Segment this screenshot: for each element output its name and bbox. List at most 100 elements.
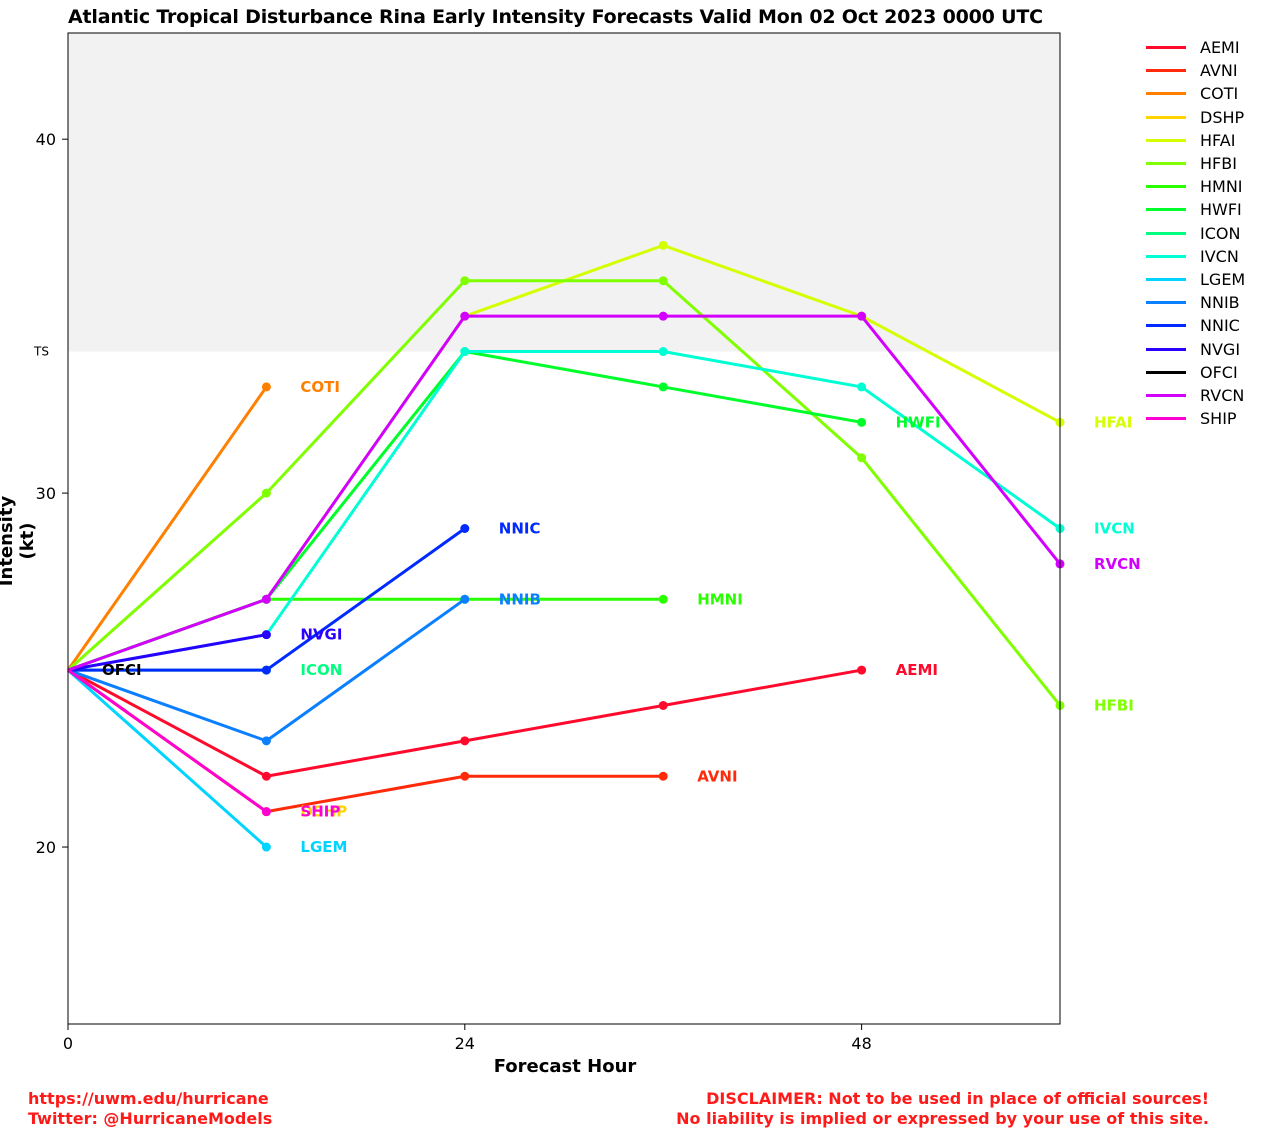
data-point-hwfi: [658, 382, 668, 392]
legend-item-ship: SHIP: [1146, 407, 1245, 430]
data-point-nvgi: [261, 630, 271, 640]
legend-label: HWFI: [1200, 200, 1242, 220]
data-point-aemi: [261, 771, 271, 781]
data-point-avni: [658, 771, 668, 781]
legend-item-nnic: NNIC: [1146, 314, 1245, 337]
legend-label: AEMI: [1200, 38, 1240, 58]
legend-item-hwfi: HWFI: [1146, 198, 1245, 221]
legend-item-coti: COTI: [1146, 82, 1245, 105]
footer-url[interactable]: https://uwm.edu/hurricane: [28, 1089, 269, 1108]
legend-label: AVNI: [1200, 61, 1238, 81]
legend-label: NVGI: [1200, 339, 1241, 359]
x-tick-label: 0: [63, 1034, 73, 1053]
data-point-hfbi: [261, 488, 271, 498]
data-point-nnic: [460, 524, 470, 533]
series-line-ship: [67, 668, 268, 813]
x-axis-label: Forecast Hour: [493, 1056, 637, 1077]
data-point-rvcn: [261, 594, 271, 604]
footer-twitter[interactable]: Twitter: @HurricaneModels: [28, 1109, 273, 1128]
end-label-coti: COTI: [300, 378, 340, 396]
legend-swatch: [1146, 370, 1186, 374]
legend-swatch: [1146, 231, 1186, 235]
legend-item-dshp: DSHP: [1146, 106, 1245, 129]
data-point-hfbi: [658, 276, 668, 286]
end-label-lgem: LGEM: [300, 838, 347, 856]
end-label-rvcn: RVCN: [1094, 555, 1141, 573]
series-line-coti: [66, 386, 268, 671]
legend-label: LGEM: [1200, 269, 1246, 289]
end-label-hmni: HMNI: [697, 590, 743, 608]
chart-title: Atlantic Tropical Disturbance Rina Early…: [68, 6, 1043, 28]
x-tick-label: 48: [851, 1034, 871, 1053]
legend-label: HFAI: [1200, 130, 1236, 150]
disclaimer-line-1: DISCLAIMER: Not to be used in place of o…: [706, 1089, 1209, 1108]
legend-swatch: [1146, 393, 1186, 397]
legend-label: RVCN: [1200, 385, 1245, 405]
ts-band: [68, 33, 1060, 352]
legend-swatch: [1146, 324, 1186, 328]
disclaimer-line-2: No liability is implied or expressed by …: [676, 1109, 1209, 1128]
series-line-hmni: [67, 597, 664, 672]
data-point-hfbi: [460, 276, 470, 286]
end-label-dshp: DSHP: [300, 803, 347, 821]
legend-label: HFBI: [1200, 154, 1237, 174]
legend-swatch: [1146, 46, 1186, 50]
end-label-aemi: AEMI: [896, 661, 938, 679]
x-tick-label: 24: [455, 1034, 475, 1053]
legend-swatch: [1146, 254, 1186, 258]
end-label-hwfi: HWFI: [896, 413, 941, 431]
series-line-hfbi: [67, 279, 1062, 707]
legend-item-lgem: LGEM: [1146, 268, 1245, 291]
data-point-lgem: [261, 842, 271, 852]
data-point-nnic: [261, 665, 271, 675]
data-point-hmni: [658, 594, 668, 604]
axes: 20 30 40 0 24 48 TS: [33, 130, 872, 1053]
legend-swatch: [1146, 277, 1186, 281]
data-point-rvcn: [460, 311, 470, 321]
ts-label: TS: [33, 345, 49, 359]
footer-right: DISCLAIMER: Not to be used in place of o…: [676, 1089, 1209, 1129]
data-point-rvcn: [857, 311, 867, 321]
legend-item-hmni: HMNI: [1146, 175, 1245, 198]
legend-label: ICON: [1200, 223, 1241, 243]
end-label-ofci: OFCI: [102, 661, 142, 679]
end-label-nnib: NNIB: [499, 590, 541, 608]
legend-item-avni: AVNI: [1146, 59, 1245, 82]
y-tick-label: 30: [36, 484, 56, 503]
data-point-hwfi: [857, 417, 867, 427]
legend-item-aemi: AEMI: [1146, 36, 1245, 59]
data-point-coti: [261, 382, 271, 392]
end-label-nvgi: NVGI: [300, 626, 342, 644]
legend-item-nnib: NNIB: [1146, 291, 1245, 314]
legend-item-icon: ICON: [1146, 222, 1245, 245]
end-label-nnic: NNIC: [499, 520, 541, 538]
data-point-nnib: [261, 736, 271, 746]
footer-left: https://uwm.edu/hurricane Twitter: @Hurr…: [28, 1089, 272, 1129]
legend-label: COTI: [1200, 84, 1239, 104]
series-line-avni: [67, 668, 664, 814]
end-label-hfai: HFAI: [1094, 413, 1132, 431]
legend-swatch: [1146, 92, 1186, 96]
legend-item-rvcn: RVCN: [1146, 384, 1245, 407]
data-point-nnib: [460, 594, 470, 604]
data-point-ship: [261, 807, 271, 817]
series-line-ivcn: [67, 350, 1061, 672]
data-point-rvcn: [658, 311, 668, 321]
legend-swatch: [1146, 138, 1186, 142]
plot-frame: [67, 32, 1061, 1025]
data-point-hfai: [658, 240, 668, 250]
legend-label: OFCI: [1200, 362, 1238, 382]
data-point-hfbi: [857, 453, 867, 463]
legend-swatch: [1146, 115, 1186, 119]
series-line-nvgi: [67, 633, 267, 672]
legend-swatch: [1146, 208, 1186, 212]
end-label-avni: AVNI: [697, 767, 737, 785]
legend-label: HMNI: [1200, 177, 1243, 197]
series-line-hwfi: [67, 350, 862, 672]
legend-swatch: [1146, 162, 1186, 166]
legend-swatch: [1146, 417, 1186, 421]
legend-item-hfai: HFAI: [1146, 129, 1245, 152]
end-label-hfbi: HFBI: [1094, 696, 1134, 714]
legend-label: SHIP: [1200, 409, 1237, 429]
